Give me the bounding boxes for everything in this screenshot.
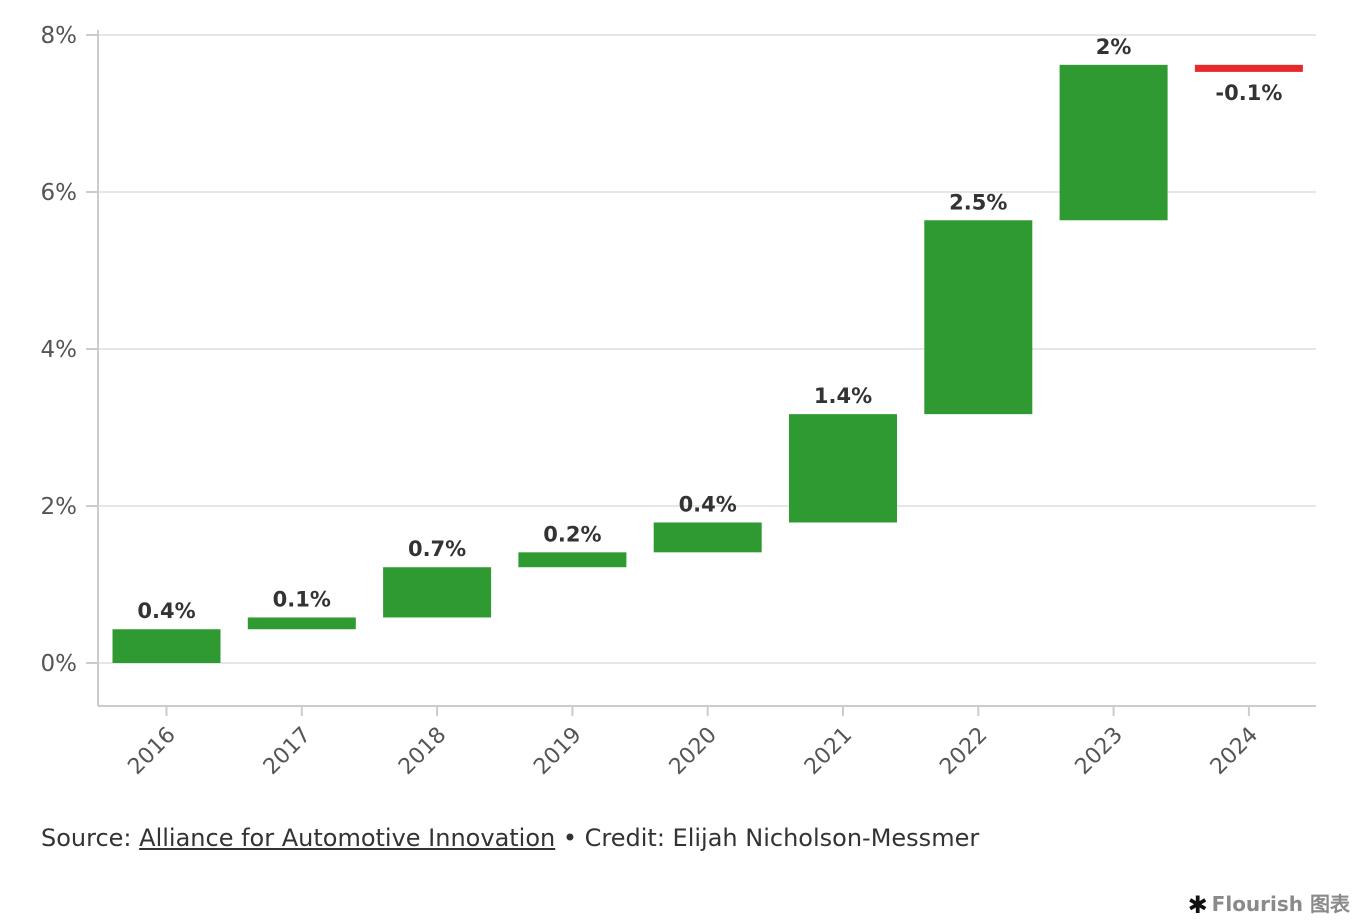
source-prefix: Source: <box>41 824 140 852</box>
x-tick-label: 2022 <box>935 723 992 780</box>
flourish-star-icon: ✱ <box>1187 891 1208 919</box>
source-link[interactable]: Alliance for Automotive Innovation <box>139 824 556 852</box>
bar-2021 <box>789 414 897 523</box>
bar-2019 <box>518 552 627 568</box>
data-labels: 0.4% 0.1% 0.7% 0.2% 0.4% 1.4% 2.5% 2% -0.1% <box>137 35 1282 623</box>
data-label-2017: 0.1% <box>273 587 331 611</box>
data-label-2020: 0.4% <box>679 492 737 516</box>
data-label-2022: 2.5% <box>949 190 1007 214</box>
y-tick-label: 0% <box>41 651 78 677</box>
data-label-2016: 0.4% <box>137 599 195 623</box>
data-label-2019: 0.2% <box>543 522 601 546</box>
credit-text: • Credit: Elijah Nicholson-Messmer <box>555 824 980 852</box>
x-tick-label: 2020 <box>665 723 722 780</box>
bars <box>112 64 1303 663</box>
x-tick-label: 2021 <box>800 723 857 780</box>
x-tick-label: 2018 <box>394 723 451 780</box>
flourish-brand[interactable]: ✱ Flourish 图表 <box>1188 888 1350 919</box>
x-axis-ticks: 2016 2017 2018 2019 2020 2021 2022 2023 2024 <box>123 706 1263 780</box>
data-label-2021: 1.4% <box>814 384 872 408</box>
x-tick-label: 2019 <box>529 723 586 780</box>
data-label-2023: 2% <box>1096 35 1132 59</box>
bar-2024 <box>1194 64 1303 72</box>
waterfall-chart: 0.4% 0.1% 0.7% 0.2% 0.4% 1.4% 2.5% 2% -0.1% 0% 2%… <box>41 23 1316 780</box>
y-tick-label: 8% <box>41 23 78 49</box>
y-tick-label: 4% <box>41 337 78 363</box>
bar-2018 <box>383 567 492 618</box>
x-tick-label: 2017 <box>259 723 316 780</box>
data-label-2024: -0.1% <box>1215 81 1282 105</box>
y-axis-ticks: 0% 2% 4% 6% 8% <box>41 23 98 677</box>
data-label-2018: 0.7% <box>408 537 466 561</box>
bar-2016 <box>112 629 221 663</box>
x-tick-label: 2023 <box>1071 723 1128 780</box>
y-tick-label: 2% <box>41 494 78 520</box>
x-tick-label: 2024 <box>1206 723 1263 780</box>
footer-source: Source: Alliance for Automotive Innovati… <box>41 824 979 852</box>
bar-2022 <box>924 220 1033 415</box>
bar-2023 <box>1059 64 1168 221</box>
bar-2020 <box>653 522 762 553</box>
flourish-brand-label: Flourish 图表 <box>1211 892 1350 916</box>
bar-2017 <box>247 617 356 630</box>
x-tick-label: 2016 <box>123 723 180 780</box>
y-tick-label: 6% <box>41 180 78 206</box>
